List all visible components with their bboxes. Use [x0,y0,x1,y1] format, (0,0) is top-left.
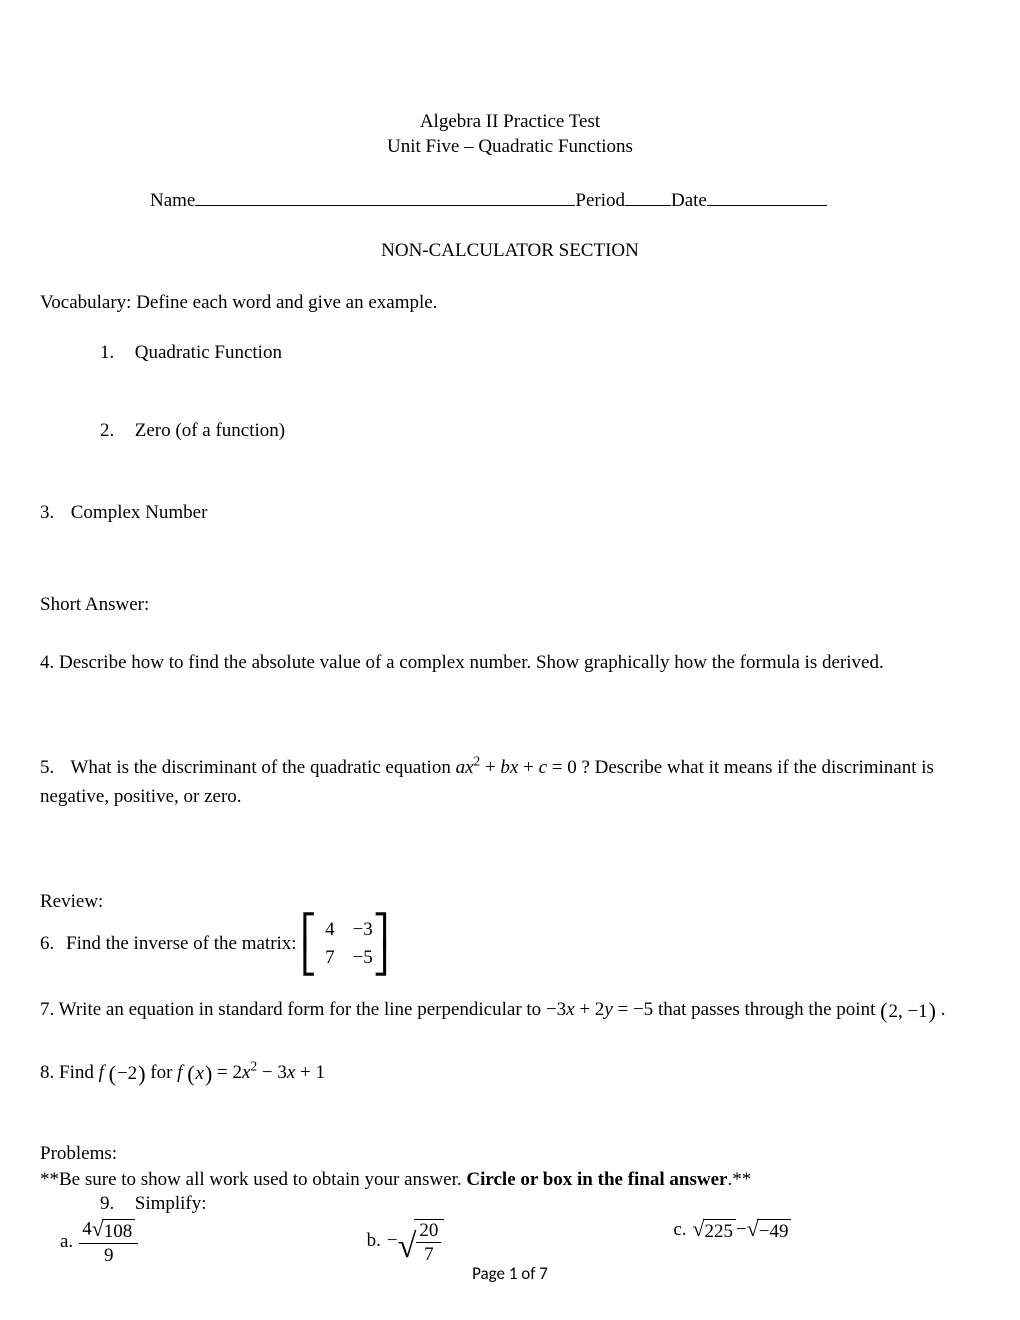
b-den: 7 [416,1243,441,1264]
c-minus: − [736,1219,747,1241]
b-neg: − [387,1230,398,1252]
part-b-label: b. [367,1230,381,1252]
period-blank[interactable] [625,187,671,206]
part-b: b. − √ 20 7 [367,1219,674,1264]
note-suffix: .** [727,1169,751,1190]
part-c-label: c. [673,1219,686,1241]
note-prefix: **Be sure to show all work used to obtai… [40,1169,466,1190]
question-7: 7. Write an equation in standard form fo… [40,999,980,1022]
problems-note: **Be sure to show all work used to obtai… [40,1169,980,1191]
q9-num: 9. [100,1193,130,1215]
c-left-rad: 225 [703,1219,737,1241]
short-answer-heading: Short Answer: [40,594,980,616]
doc-title: Algebra II Practice Test Unit Five – Qua… [40,110,980,159]
date-blank[interactable] [707,187,827,206]
vocab-num-1: 1. [100,342,130,364]
simplify-row: a. 4√108 9 b. − √ 20 7 c. [40,1219,980,1265]
vocab-num-2: 2. [100,420,130,442]
a-den: 9 [79,1244,138,1265]
title-line-1: Algebra II Practice Test [40,110,980,135]
q5-before: What is the discriminant of the quadrati… [70,757,455,778]
page-footer: Page 1 of 7 [0,1263,1020,1284]
c-right-rad: −49 [757,1219,792,1241]
q7-mid: that passes through the point [658,999,880,1020]
q8-before: Find [59,1062,99,1083]
q8-fdef: f (x) = 2x2 − 3x + 1 [177,1062,325,1083]
m-01: −3 [353,919,373,941]
q6-matrix: 4 −3 7 −5 [301,917,389,971]
m-00: 4 [317,919,335,941]
q5-equation: ax2 + bx + c = 0 [456,757,577,778]
vocab-text-3: Complex Number [71,502,208,523]
vocab-item-3: 3. Complex Number [40,502,980,524]
vocab-item-1: 1. Quadratic Function [40,342,980,364]
question-5: 5. What is the discriminant of the quadr… [40,754,980,811]
review-heading: Review: [40,891,980,913]
title-line-2: Unit Five – Quadratic Functions [40,135,980,160]
problems-heading: Problems: [40,1143,980,1165]
q6-text: Find the inverse of the matrix: [66,933,297,955]
m-11: −5 [353,947,373,969]
period-label: Period [575,190,625,211]
vocab-intro: Vocabulary: Define each word and give an… [40,292,980,314]
q8-mid: for [150,1062,177,1083]
q7-before: Write an equation in standard form for t… [59,999,546,1020]
q7-eq: −3x + 2y = −5 [546,999,653,1020]
part-c: c. √225 − √−49 [673,1219,980,1241]
c-right: √−49 [747,1219,792,1241]
a-radicand: 108 [102,1219,136,1241]
note-bold: Circle or box in the final answer [466,1169,727,1190]
m-10: 7 [317,947,335,969]
q5-num: 5. [40,754,66,783]
q9-text: Simplify: [135,1193,207,1214]
part-a: a. 4√108 9 [40,1219,367,1265]
question-8: 8. Find f (−2) for f (x) = 2x2 − 3x + 1 [40,1062,980,1085]
c-left: √225 [693,1219,737,1241]
q7-num: 7. [40,999,54,1020]
name-label: Name [150,190,195,211]
q7-after: . [941,999,946,1020]
q4-text: Describe how to find the absolute value … [59,652,884,673]
part-a-label: a. [60,1231,73,1253]
question-9: 9. Simplify: [40,1193,980,1215]
q8-num: 8. [40,1062,54,1083]
section-heading: NON-CALCULATOR SECTION [40,240,980,262]
q8-fneg2: f (−2) [99,1062,146,1083]
b-num: 20 [416,1221,441,1243]
part-b-expr: √ 20 7 [398,1219,445,1264]
date-label: Date [671,190,707,211]
name-period-date-row: Name Period Date [40,187,980,212]
vocab-item-2: 2. Zero (of a function) [40,420,980,442]
part-a-expr: 4√108 9 [79,1219,138,1265]
page: Algebra II Practice Test Unit Five – Qua… [0,0,1020,1320]
a-coeff: 4 [82,1218,92,1239]
question-6: 6. Find the inverse of the matrix: 4 −3 … [40,917,980,971]
q6-num: 6. [40,933,66,955]
question-4: 4. Describe how to find the absolute val… [40,652,980,674]
q7-point: (2, −1) [880,1000,936,1022]
vocab-text-2: Zero (of a function) [135,420,285,441]
vocab-text-1: Quadratic Function [135,342,282,363]
vocab-num-3: 3. [40,502,66,524]
q4-num: 4. [40,652,54,673]
name-blank[interactable] [195,187,575,206]
